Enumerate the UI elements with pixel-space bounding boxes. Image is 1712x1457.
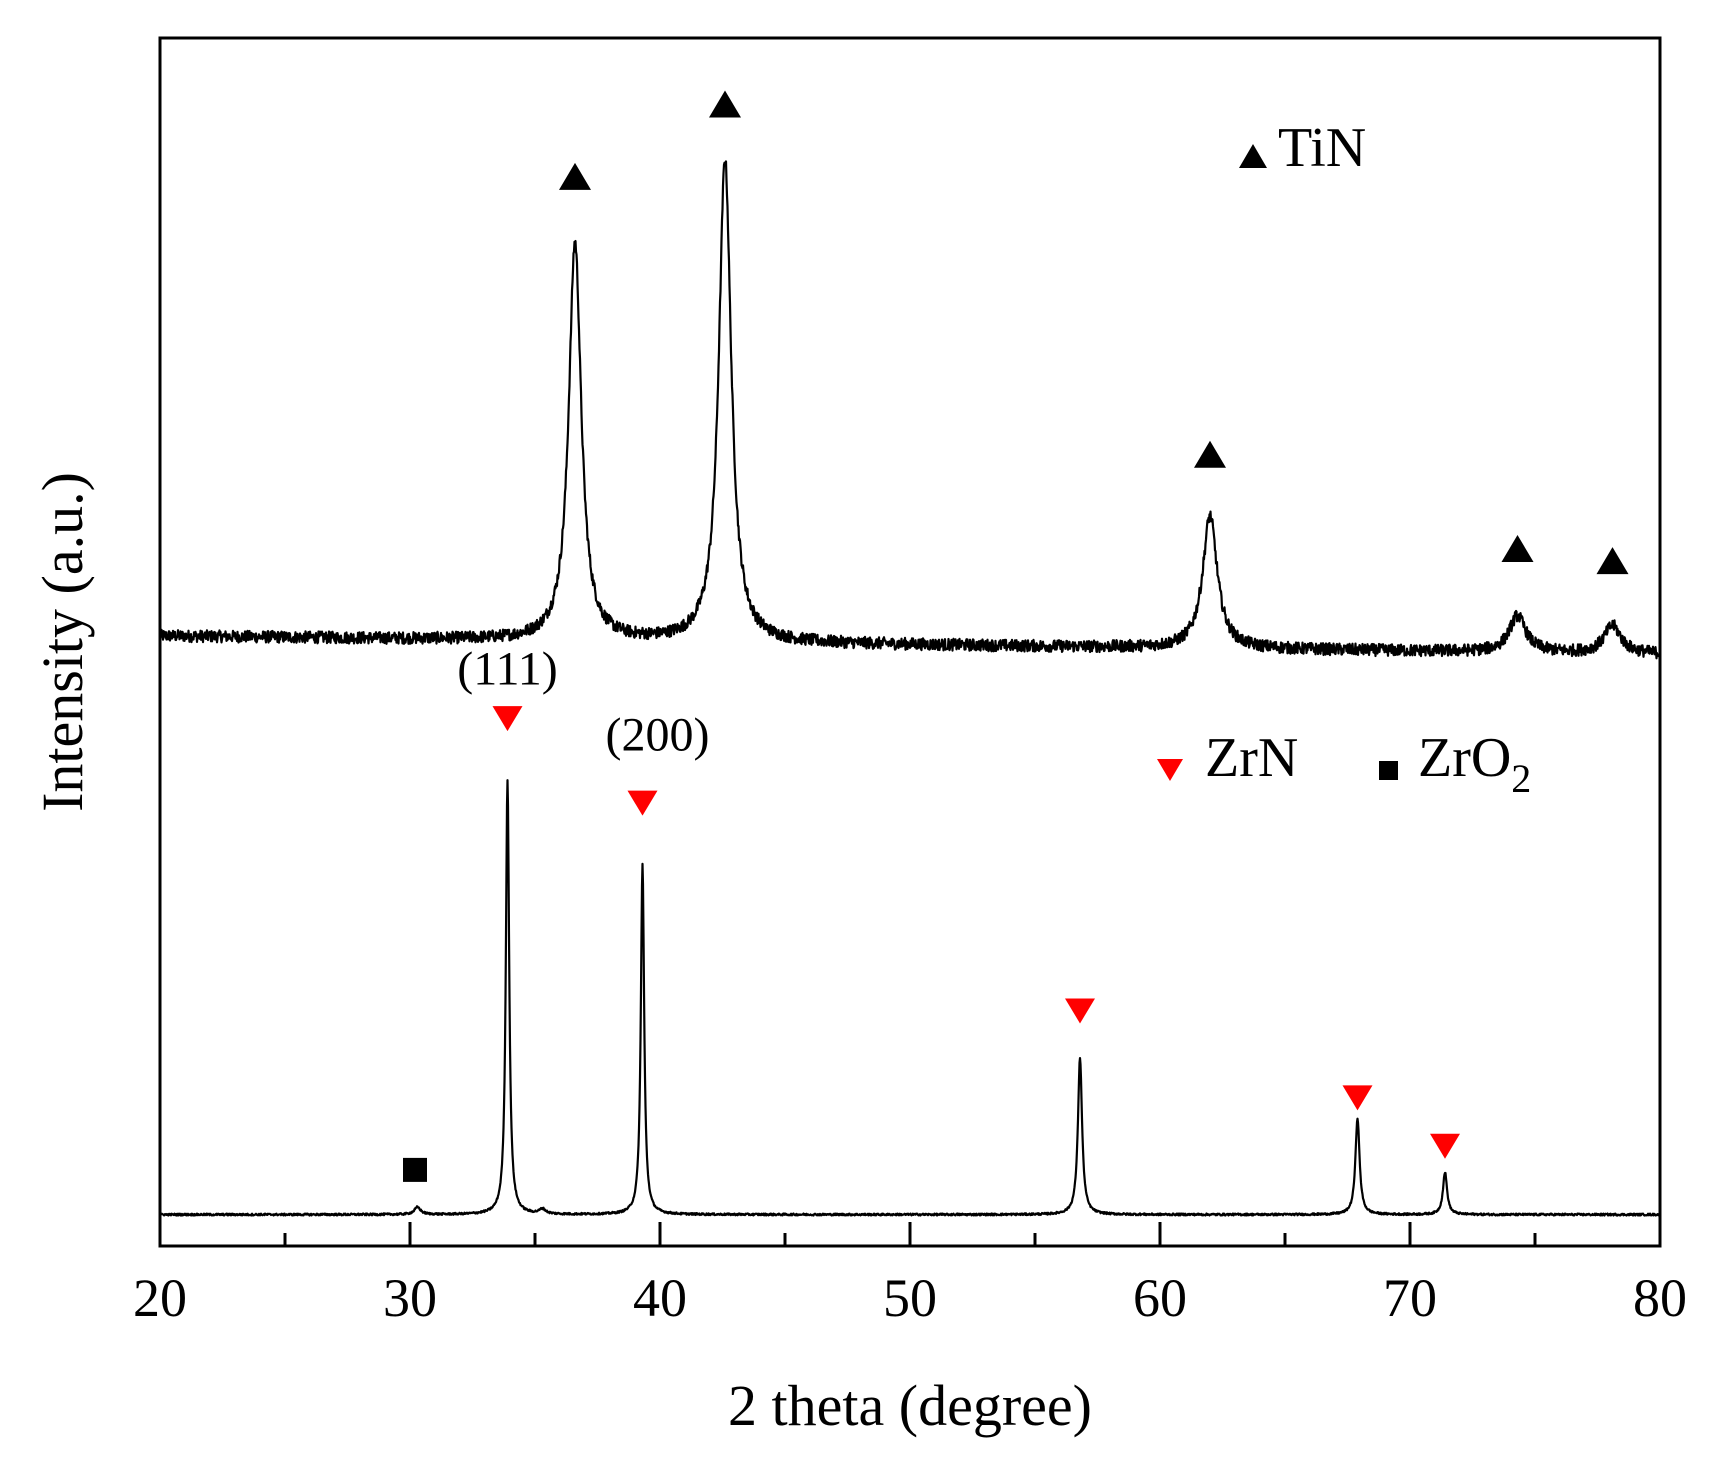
x-tick-label: 30 <box>383 1268 437 1328</box>
marker-zrn-triangle-icon <box>627 790 658 816</box>
legend-zro2-square-icon <box>1379 761 1398 780</box>
series-line-zrn <box>159 779 1662 1217</box>
x-tick-label: 60 <box>1133 1268 1187 1328</box>
series-layer <box>158 160 1662 1217</box>
x-tick-label: 50 <box>883 1268 937 1328</box>
marker-tin-triangle-icon <box>1194 440 1226 468</box>
x-tick-label: 80 <box>1633 1268 1687 1328</box>
legend-tin: TiN <box>1239 117 1366 179</box>
plane-label: (200) <box>606 709 710 762</box>
legend-zro2-label: ZrO2 <box>1418 727 1531 801</box>
x-tick-labels: 20 30 40 50 60 70 80 <box>133 1268 1687 1328</box>
plane-annotations: (111) (200) <box>457 642 709 761</box>
x-tick-label: 70 <box>1383 1268 1437 1328</box>
x-tick-label: 40 <box>633 1268 687 1328</box>
x-tick-label: 20 <box>133 1268 187 1328</box>
legend-zrn-zro2: ZrN ZrO2 <box>1157 727 1531 801</box>
series-line-tin <box>158 160 1662 660</box>
plane-label: (111) <box>457 642 557 695</box>
marker-zrn-triangle-icon <box>1065 998 1095 1024</box>
legend-zro2-subscript: 2 <box>1511 756 1531 801</box>
axis-ticks <box>158 1222 1662 1246</box>
legend-zrn-label: ZrN <box>1205 727 1298 789</box>
marker-zro2-square-icon <box>403 1157 427 1182</box>
legend-zrn-triangle-icon <box>1157 759 1183 781</box>
legend-tin-triangle-icon <box>1239 144 1267 168</box>
peak-markers <box>403 90 1629 1182</box>
marker-zrn-triangle-icon <box>492 706 523 732</box>
marker-zrn-triangle-icon <box>1430 1133 1460 1159</box>
y-axis-title: Intensity (a.u.) <box>30 472 95 812</box>
marker-tin-triangle-icon <box>559 162 591 190</box>
legend-zro2-base: ZrO <box>1418 727 1511 789</box>
x-axis-title: 2 theta (degree) <box>728 1373 1092 1438</box>
marker-tin-triangle-icon <box>1501 534 1534 562</box>
marker-tin-triangle-icon <box>709 90 741 118</box>
marker-zrn-triangle-icon <box>1342 1085 1373 1111</box>
legend-tin-label: TiN <box>1278 117 1366 179</box>
marker-tin-triangle-icon <box>1596 547 1629 575</box>
